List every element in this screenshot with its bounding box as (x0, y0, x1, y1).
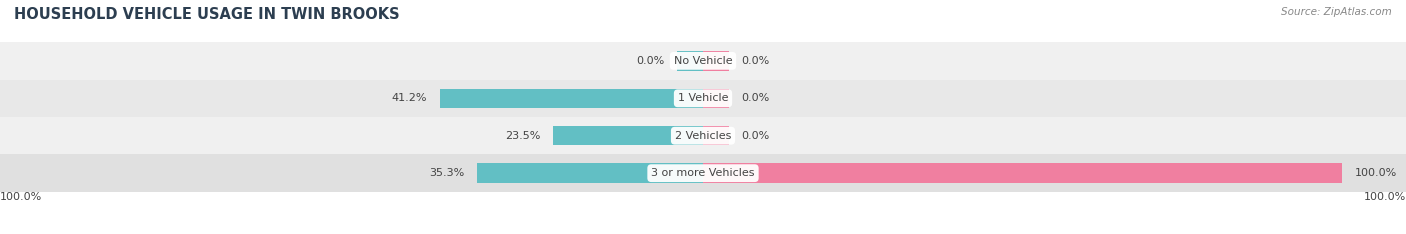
Text: 3 or more Vehicles: 3 or more Vehicles (651, 168, 755, 178)
Text: No Vehicle: No Vehicle (673, 56, 733, 66)
Text: 35.3%: 35.3% (429, 168, 464, 178)
Text: 0.0%: 0.0% (741, 131, 769, 141)
Text: 100.0%: 100.0% (0, 192, 42, 202)
Bar (703, 126, 728, 146)
Text: 0.0%: 0.0% (637, 56, 665, 66)
Bar (703, 163, 1343, 183)
Text: 0.0%: 0.0% (741, 56, 769, 66)
Bar (440, 88, 703, 108)
Bar (0, 80, 1406, 117)
Text: 100.0%: 100.0% (1364, 192, 1406, 202)
Bar (0, 117, 1406, 154)
Bar (0, 42, 1406, 80)
Text: 100.0%: 100.0% (1355, 168, 1398, 178)
Bar (553, 126, 703, 146)
Text: 23.5%: 23.5% (505, 131, 540, 141)
Text: 1 Vehicle: 1 Vehicle (678, 93, 728, 103)
Bar (478, 163, 703, 183)
Text: 0.0%: 0.0% (741, 93, 769, 103)
Text: HOUSEHOLD VEHICLE USAGE IN TWIN BROOKS: HOUSEHOLD VEHICLE USAGE IN TWIN BROOKS (14, 7, 399, 22)
Text: Source: ZipAtlas.com: Source: ZipAtlas.com (1281, 7, 1392, 17)
Bar (703, 51, 728, 71)
Bar (703, 88, 728, 108)
Bar (0, 154, 1406, 192)
Bar (678, 51, 703, 71)
Text: 2 Vehicles: 2 Vehicles (675, 131, 731, 141)
Text: 41.2%: 41.2% (391, 93, 427, 103)
